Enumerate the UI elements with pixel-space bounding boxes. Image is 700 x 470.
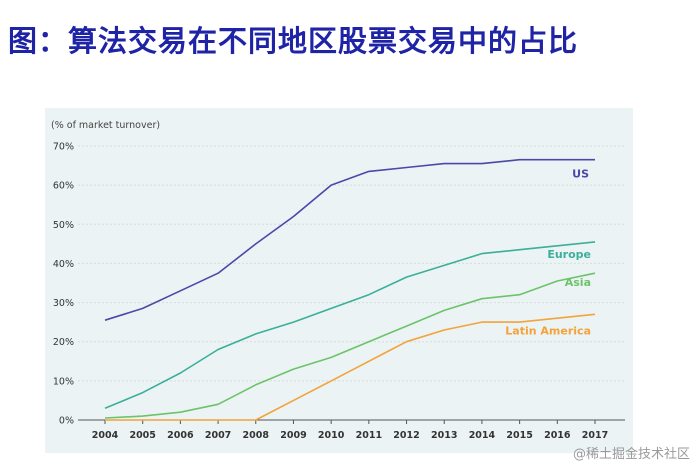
- series-label-us: US: [572, 168, 589, 181]
- y-tick-label: 70%: [53, 142, 74, 153]
- y-tick-label: 40%: [53, 259, 74, 270]
- series-label-europe: Europe: [547, 248, 591, 261]
- x-tick-label: 2015: [506, 430, 532, 441]
- series-line-latin-america: [105, 313, 596, 421]
- x-tick-label: 2016: [544, 430, 571, 441]
- y-tick-label: 50%: [53, 220, 74, 231]
- series-line-europe: [104, 241, 596, 410]
- series-line-asia: [104, 272, 596, 419]
- y-tick-label: 0%: [59, 416, 74, 427]
- x-tick-label: 2005: [129, 430, 155, 441]
- series-line-us: [104, 158, 595, 321]
- x-tick-label: 2012: [393, 430, 419, 441]
- watermark: @稀土掘金技术社区: [572, 447, 690, 462]
- x-tick-label: 2011: [356, 430, 382, 441]
- page-title: 图：算法交易在不同地区股票交易中的占比: [8, 24, 579, 58]
- series-label-asia: Asia: [565, 276, 591, 289]
- y-axis-label: (% of market turnover): [51, 120, 160, 131]
- x-tick-label: 2004: [92, 430, 119, 441]
- x-tick-label: 2017: [582, 430, 608, 441]
- chart-panel: (% of market turnover) 0% 10% 20% 30% 40% 50% 6…: [45, 108, 633, 453]
- y-tick-label: 20%: [53, 337, 74, 348]
- y-tick-label: 30%: [53, 298, 74, 309]
- x-tick-label: 2007: [205, 430, 231, 441]
- x-tick-label: 2014: [469, 430, 496, 441]
- y-tick-label: 10%: [53, 376, 74, 387]
- series-label-latin-america: Latin America: [505, 324, 591, 337]
- x-tick-label: 2010: [318, 430, 345, 441]
- x-tick-label: 2008: [243, 430, 270, 441]
- x-tick-label: 2006: [167, 430, 194, 441]
- x-tick-label: 2009: [280, 430, 306, 441]
- x-tick-label: 2013: [431, 430, 457, 441]
- line-chart: (% of market turnover) 0% 10% 20% 30% 40% 50% 6…: [51, 120, 625, 441]
- y-tick-label: 60%: [53, 181, 74, 192]
